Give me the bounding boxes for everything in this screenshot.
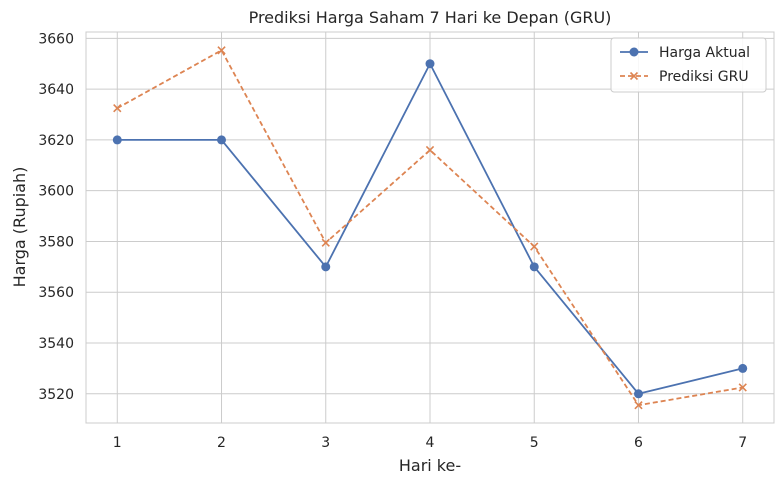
x-axis-ticks: 1 2 3 4 5 6 7 [113,435,747,451]
y-tick-label: 3560 [38,285,74,301]
y-axis-title: Harga (Rupiah) [10,167,29,288]
x-tick-label: 3 [321,435,330,451]
data-point-prediksi-gru [634,401,643,410]
x-tick-label: 4 [426,435,435,451]
data-point-harga-aktual [633,389,643,399]
data-point-prediksi-gru [113,104,122,113]
y-tick-label: 3660 [38,31,74,47]
x-tick-label: 5 [530,435,539,451]
y-tick-label: 3600 [38,184,74,200]
data-point-prediksi-gru [530,242,539,251]
x-tick-label: 7 [738,435,747,451]
y-tick-label: 3620 [38,133,74,149]
legend-swatch-prediksi-gru-marker [629,71,639,81]
x-tick-label: 2 [217,435,226,451]
legend-label-prediksi-gru: Prediksi GRU [659,69,749,85]
data-point-prediksi-gru [425,145,435,155]
plot-area [85,31,775,424]
x-tick-label: 1 [113,435,122,451]
data-point-harga-aktual [112,135,122,145]
y-axis-ticks: 3520 3540 3560 3580 3600 3620 3640 3660 [38,31,74,402]
series [112,46,748,410]
data-point-prediksi-gru [738,383,747,392]
legend: Harga Aktual Prediksi GRU [610,37,767,93]
y-tick-label: 3640 [38,82,74,98]
data-point-harga-aktual [529,262,539,272]
plot-frame [85,31,775,424]
y-tick-label: 3520 [38,387,74,403]
y-tick-label: 3540 [38,336,74,352]
data-point-prediksi-gru [321,238,330,247]
data-point-harga-aktual [217,135,227,145]
chart-title: Prediksi Harga Saham 7 Hari ke Depan (GR… [249,8,612,27]
y-tick-label: 3580 [38,234,74,250]
data-point-harga-aktual [738,363,748,373]
x-axis-title: Hari ke- [399,456,461,475]
data-point-harga-aktual [321,262,331,272]
data-point-prediksi-gru [217,46,226,55]
legend-swatch-harga-aktual-marker [629,47,639,57]
data-point-harga-aktual [425,59,435,69]
x-tick-label: 6 [634,435,643,451]
legend-box [610,37,767,93]
legend-label-harga-aktual: Harga Aktual [659,45,750,61]
